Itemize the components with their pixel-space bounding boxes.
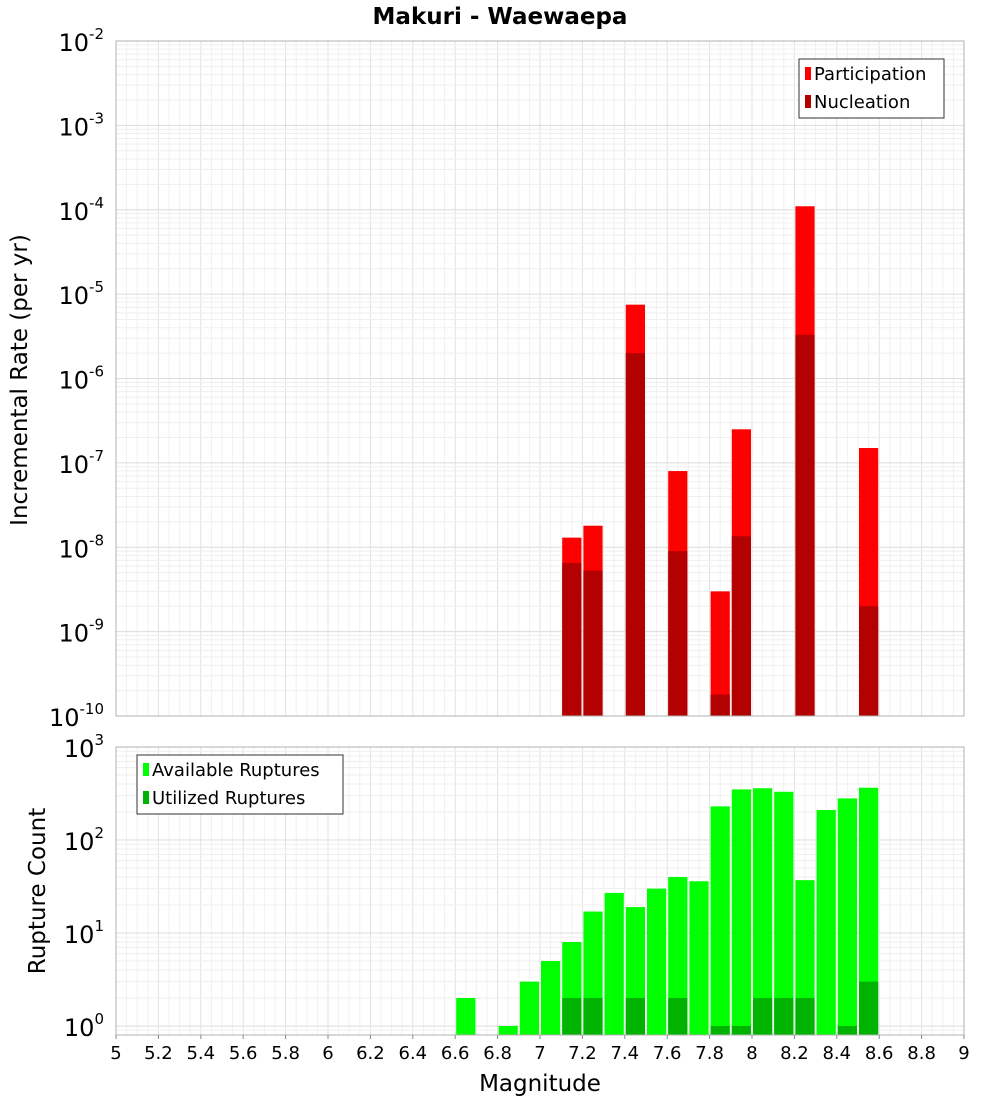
bar [774,997,794,1035]
bar [647,888,667,1035]
x-tick-label: 5.6 [229,1043,258,1064]
y-tick-label: 10-5 [58,278,104,310]
bar [859,981,879,1035]
bar [710,806,730,1035]
chart-title: Makuri - Waewaepa [373,4,628,30]
legend-box [136,754,344,815]
bar [625,353,645,716]
y-tick-label: 10-3 [58,109,104,141]
y-tick-label: 10-10 [49,700,104,732]
bar [562,563,582,716]
bar [731,1025,751,1035]
bar [710,694,730,716]
bar [795,997,815,1035]
y-tick-label: 10-7 [58,447,104,479]
y-tick-label: 10-4 [58,194,104,226]
bar [795,334,815,716]
legend-1: Available Ruptures Utilized Ruptures [136,754,344,815]
x-tick-label: 7.4 [610,1043,639,1064]
plot-frame [115,40,965,717]
x-tick-label: 6.4 [398,1043,427,1064]
x-tick-label: 8.6 [865,1043,894,1064]
y-tick-label: 10-9 [58,616,104,648]
legend-0: Participation Nucleation [798,58,945,119]
bar [795,880,815,1035]
x-tick-label: 7.6 [653,1043,682,1064]
x-tick-label: 8.8 [907,1043,936,1064]
grid-lines [115,40,965,717]
legend-label: Utilized Ruptures [152,788,305,809]
bar [837,798,857,1035]
y-tick-label: 10-6 [58,363,104,395]
x-tick-label: 5 [110,1043,121,1064]
x-tick-label: 5.4 [186,1043,215,1064]
x-tick-label: 6 [322,1043,333,1064]
legend-swatch [143,763,149,776]
bar [668,997,688,1035]
legend-label: Participation [814,64,926,85]
bar [519,981,539,1035]
bar [604,892,624,1035]
x-tick-label: 5.2 [144,1043,173,1064]
bar [753,997,773,1035]
bar [837,1025,857,1035]
x-axis-label: Magnitude [479,1071,601,1097]
bar [625,997,645,1035]
bar [710,591,730,716]
x-tick-label: 9 [958,1043,969,1064]
bar [456,997,476,1035]
bar [731,536,751,716]
x-tick-label: 8 [746,1043,757,1064]
bar [816,810,836,1035]
bar [859,787,879,1035]
top-y-axis-label: Incremental Rate (per yr) [7,234,33,526]
bar [541,960,561,1035]
bottom-y-axis-label: Rupture Count [25,808,51,974]
x-tick-label: 6.2 [356,1043,385,1064]
y-tick-label: 103 [64,731,104,763]
bar [668,877,688,1035]
panel-1: 100 101 102 103 Available Ruptures Utilized R… [64,731,965,1042]
legend-label: Available Ruptures [152,760,320,781]
bar [731,789,751,1035]
legend-label: Nucleation [814,92,910,113]
series-utilized-ruptures [562,981,879,1035]
bar [710,1025,730,1035]
bar [859,606,879,716]
bar [583,570,603,716]
x-tick-label: 8.4 [822,1043,851,1064]
x-tick-label: 7.2 [568,1043,597,1064]
x-tick-label: 8.2 [780,1043,809,1064]
legend-swatch [805,67,811,80]
y-tick-label: 10-2 [58,25,104,57]
bar [753,788,773,1035]
x-tick-label: 7.8 [695,1043,724,1064]
x-tick-label: 7 [534,1043,545,1064]
y-tick-label: 10-8 [58,531,104,563]
x-axis: 5 5.2 5.4 5.6 5.8 6 6.2 6.4 6.6 6.8 7 7.2 7.4 7.6 7.8 8… [110,1035,970,1064]
x-tick-label: 5.8 [271,1043,300,1064]
x-tick-label: 6.8 [483,1043,512,1064]
legend-box [798,58,945,119]
legend-swatch [143,791,149,804]
bar [498,1025,518,1035]
y-tick-label: 101 [64,917,104,949]
bar [583,997,603,1035]
bar [774,791,794,1035]
panel-0: 10-10 10-9 10-8 10-7 10-6 10-5 10-4 10-3 10-2 Par… [49,25,965,732]
series-nucleation [562,334,879,716]
bar [689,881,709,1035]
y-tick-label: 102 [64,824,104,856]
legend-swatch [805,95,811,108]
y-tick-label: 100 [64,1010,104,1042]
x-tick-label: 6.6 [441,1043,470,1064]
bar [668,551,688,716]
bar [562,997,582,1035]
